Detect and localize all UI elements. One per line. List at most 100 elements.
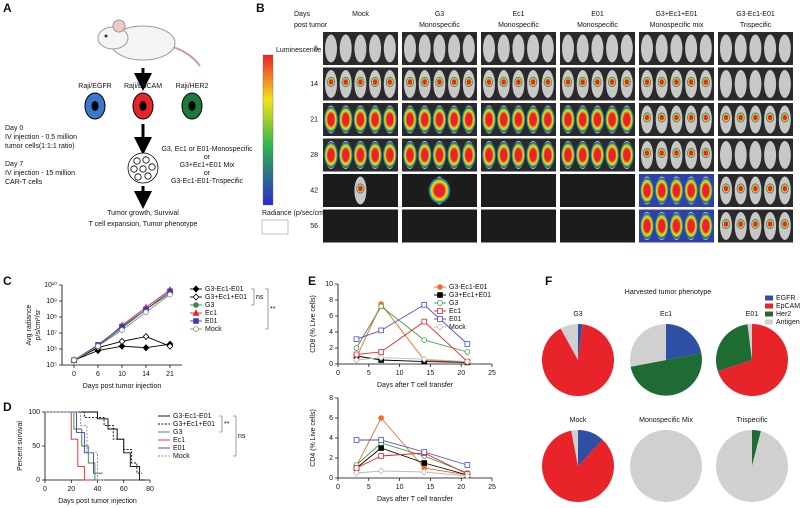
y-tick-label: 6 <box>329 313 333 320</box>
colorbar-title: Luminescence <box>276 47 321 54</box>
legend-label: G3+Ec1+E01 <box>449 292 491 299</box>
pie-label: G3 <box>573 311 582 318</box>
signal <box>526 106 541 133</box>
signal <box>669 213 684 239</box>
mouse <box>670 34 683 63</box>
signal <box>605 142 620 168</box>
signal <box>382 142 397 168</box>
x-tick-label: 5 <box>367 484 371 491</box>
signal <box>496 142 511 168</box>
signal <box>338 142 353 168</box>
signal <box>403 106 417 133</box>
y-tick-label: 4 <box>329 329 333 336</box>
significance-label: ** <box>270 306 276 313</box>
x-tick-label: 20 <box>67 486 75 493</box>
protocol-text: Day 0 <box>5 125 23 132</box>
y-tick-label: 0 <box>36 477 40 484</box>
mouse <box>749 141 762 169</box>
signal <box>684 177 699 204</box>
x-tick-label: 80 <box>146 486 154 493</box>
series-line <box>356 321 468 362</box>
signal <box>368 142 383 168</box>
pie-slice <box>716 430 789 503</box>
data-point <box>420 355 428 363</box>
signal <box>687 112 696 123</box>
signal <box>417 142 432 168</box>
legend-marker <box>437 316 443 322</box>
signal <box>526 142 541 168</box>
pie-label: E01 <box>746 311 759 318</box>
series-line <box>45 411 93 481</box>
x-tick-label: 0 <box>43 486 47 493</box>
x-tick-label: 10 <box>118 371 126 378</box>
y-tick-label: 10¹⁰ <box>44 281 57 289</box>
legend-label: Her2 <box>776 311 791 318</box>
data-point <box>167 291 173 298</box>
series-line <box>356 303 468 363</box>
series-line <box>356 447 468 476</box>
signal <box>450 77 459 87</box>
panel-label: C <box>3 274 12 288</box>
signal <box>766 112 775 123</box>
legend-label: E01 <box>449 316 462 323</box>
signal <box>701 148 710 158</box>
signal <box>672 112 681 123</box>
mouse <box>527 34 540 63</box>
signal <box>327 77 335 87</box>
signal <box>780 183 789 194</box>
x-tick-label: 25 <box>488 370 496 377</box>
signal <box>669 177 684 204</box>
data-point <box>143 309 149 315</box>
column-header: Mock <box>352 11 369 18</box>
protocol-text: tumor cells(1:1:1 ratio) <box>5 143 75 150</box>
legend-label: EGFR <box>776 295 795 302</box>
pie-label: Trispecific <box>736 417 768 424</box>
signal <box>461 106 476 133</box>
treatment-text: G3-Ec1-E01-Trispecific <box>171 178 244 185</box>
column-header: G3 <box>435 11 444 18</box>
signal <box>687 148 696 158</box>
mouse <box>339 34 352 63</box>
column-header: Ec1 <box>512 11 524 18</box>
signal <box>657 77 666 87</box>
pie-slice <box>630 430 702 502</box>
signal <box>403 142 417 168</box>
panel-label: A <box>3 1 12 15</box>
x-tick-label: 60 <box>120 486 128 493</box>
signal <box>640 177 654 204</box>
pie-label: Ec1 <box>660 311 672 318</box>
x-axis-label: Days after T cell transfer <box>377 382 454 389</box>
data-point <box>464 358 471 366</box>
mouse <box>606 34 619 63</box>
readout-text: Tumor growth, Survival <box>107 210 179 217</box>
x-tick-label: 5 <box>367 370 371 377</box>
significance-bracket <box>233 415 237 457</box>
column-header: G3-Ec1-E01 <box>736 11 775 18</box>
data-point <box>421 449 428 455</box>
signal <box>540 142 555 168</box>
row-label: 42 <box>310 187 318 194</box>
data-point <box>353 437 360 443</box>
mouse <box>369 34 382 63</box>
legend-label: EpCAM <box>776 303 800 310</box>
image-cell <box>481 209 556 243</box>
pie-slice <box>630 324 666 367</box>
data-point <box>142 344 150 352</box>
mouse <box>778 141 791 169</box>
signal <box>657 112 666 123</box>
signal <box>640 213 654 239</box>
mouse <box>685 34 698 63</box>
y-axis-units: p/s/cm²/sr <box>35 309 42 340</box>
y-axis-label: CD8 (% Live cells) <box>310 295 317 353</box>
x-tick-label: 6 <box>96 371 100 378</box>
x-axis-label: Days after T cell transfer <box>377 496 454 503</box>
y-tick-label: 10⁹ <box>46 298 57 305</box>
mouse <box>433 34 446 63</box>
y-tick-label: 10⁷ <box>47 330 58 337</box>
signal <box>701 77 710 87</box>
signal <box>561 106 575 133</box>
row-header: post tumor <box>294 22 328 29</box>
x-axis-label: Days post tumor injection <box>83 383 162 390</box>
mouse <box>383 34 396 63</box>
pie-slice <box>715 324 752 372</box>
